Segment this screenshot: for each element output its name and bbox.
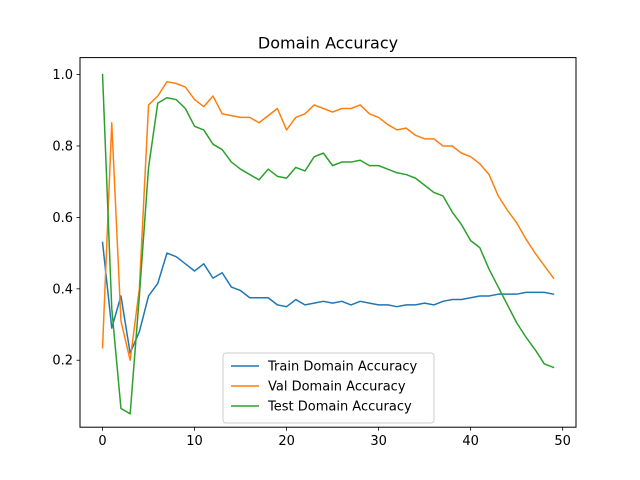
y-tick-label: 1.0 <box>52 68 73 83</box>
x-axis: 0 10 20 30 40 50 <box>98 427 571 449</box>
legend-label-1: Train Domain Accuracy <box>267 360 418 375</box>
x-tick-label: 30 <box>370 434 387 449</box>
plot-frame <box>79 57 577 428</box>
y-tick-label: 0.2 <box>52 354 73 369</box>
series-line-1 <box>101 241 555 354</box>
chart-title: Domain Accuracy <box>258 34 398 53</box>
legend-label-2: Val Domain Accuracy <box>268 380 406 395</box>
y-tick-label: 0.4 <box>52 282 73 297</box>
y-axis: 0.2 0.4 0.6 0.8 1.0 <box>52 68 80 369</box>
series-line-3 <box>101 73 555 415</box>
legend-label-3: Test Domain Accuracy <box>267 400 412 415</box>
x-tick-label: 0 <box>98 434 106 449</box>
x-tick-label: 50 <box>554 434 571 449</box>
y-tick-label: 0.8 <box>52 139 73 154</box>
x-tick-label: 40 <box>462 434 479 449</box>
x-tick-label: 20 <box>278 434 295 449</box>
plot-lines <box>101 73 555 415</box>
y-tick-label: 0.6 <box>52 211 73 226</box>
x-tick-label: 10 <box>186 434 203 449</box>
legend: Train Domain Accuracy Val Domain Accuracy… <box>222 352 435 424</box>
series-line-2 <box>101 80 555 361</box>
legend-box <box>222 352 435 424</box>
